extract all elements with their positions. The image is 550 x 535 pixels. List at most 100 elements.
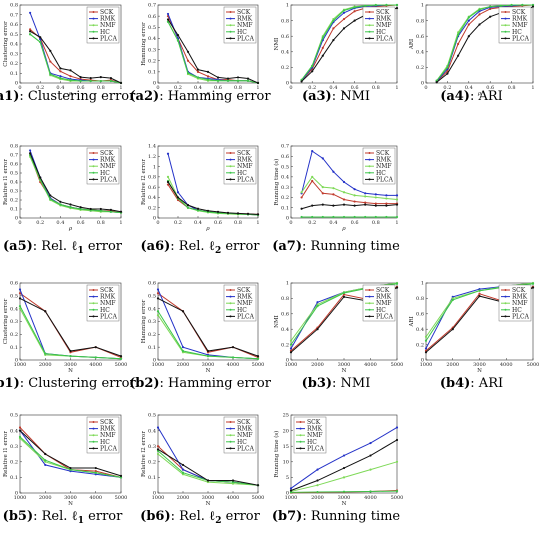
y-tick-label: 0.6 (281, 34, 289, 40)
data-point-plca (181, 310, 185, 313)
legend-marker-hc (229, 30, 232, 33)
legend-label-rmk: RMK (100, 426, 116, 433)
data-point-nmf (353, 194, 356, 197)
legend-marker-sck (229, 289, 232, 291)
data-point-plca (395, 438, 399, 442)
x-tick-label: 4000 (227, 362, 240, 368)
data-point-hc (246, 79, 250, 82)
legend-label-sck: SCK (512, 287, 526, 294)
y-tick-label: 0.5 (10, 413, 18, 419)
legend-label-nmf: NMF (376, 300, 392, 307)
data-point-sck (186, 59, 190, 62)
chart-panel-b4: 1000 2000 3000 4000 5000 0 0.2 0.4 0.6 0.8 1 N ARI SC… (409, 281, 539, 391)
data-point-nmf (385, 197, 388, 200)
legend-label-rmk: RMK (376, 294, 392, 301)
legend-marker-nmf (229, 24, 232, 27)
data-point-plca (311, 204, 314, 207)
legend-marker-hc (229, 171, 232, 174)
data-point-nmf (289, 339, 293, 342)
data-point-plca (457, 54, 460, 57)
x-tick-label: 1 (256, 220, 259, 226)
legend-label-nmf: NMF (512, 22, 528, 29)
data-point-hc (489, 5, 492, 8)
data-point-plca (246, 212, 250, 215)
panel-caption-id: (a1) (0, 89, 19, 104)
data-point-sck (332, 193, 335, 196)
legend-marker-sck (368, 152, 371, 154)
x-tick-label: 3000 (202, 495, 215, 501)
legend-marker-plca (229, 178, 232, 181)
y-tick-label: 0 (421, 358, 424, 364)
legend-marker-hc (92, 171, 95, 174)
x-tick-label: 0.8 (234, 85, 242, 91)
data-point-plca (342, 295, 346, 298)
data-point-sck (196, 70, 200, 73)
data-point-hc (156, 449, 160, 452)
x-axis-label: N (342, 501, 347, 507)
y-tick-label: 0.7 (10, 153, 18, 159)
legend-label-rmk: RMK (512, 16, 528, 23)
chart-panel-a7: 0 0.2 0.4 0.6 0.8 1 0 0.1 0.2 0.3 0.4 0.5 0.6 0.7 ρ Run… (272, 144, 400, 254)
legend-marker-sck (229, 11, 232, 13)
data-point-sck (489, 7, 492, 10)
data-point-sck (49, 60, 52, 63)
x-tick-label: 2000 (311, 362, 324, 368)
legend-label-plca: PLCA (512, 313, 530, 320)
data-point-plca (186, 50, 190, 53)
legend-label-nmf: NMF (100, 300, 116, 307)
legend-label-rmk: RMK (307, 426, 323, 433)
y-tick-label: 0.1 (148, 475, 156, 481)
y-axis-label: Relative l1 error (3, 159, 9, 205)
y-tick-label: 0 (15, 216, 18, 222)
legend-marker-sck (92, 11, 95, 13)
y-axis-label: Clustering error (3, 21, 9, 67)
y-axis-label: Running time (s) (273, 159, 280, 206)
legend-marker-plca (92, 178, 95, 181)
data-point-rmk (289, 347, 293, 350)
y-tick-label: 0.8 (10, 144, 18, 150)
x-tick-label: 4000 (364, 362, 377, 368)
data-point-sck (156, 292, 160, 295)
y-axis-label: ARI (409, 39, 415, 50)
data-point-hc (236, 79, 240, 82)
data-point-hc (44, 352, 47, 355)
data-point-plca (69, 69, 72, 72)
data-point-hc (332, 19, 335, 22)
x-tick-label: 1 (531, 85, 534, 91)
panel-caption: (a4): ARI (440, 89, 503, 104)
series-line-sck (436, 4, 534, 82)
data-point-hc (289, 343, 293, 346)
data-point-plca (49, 194, 52, 197)
y-axis-label: Running time (s) (273, 431, 280, 478)
data-point-hc (216, 79, 220, 82)
x-axis-label: N (68, 368, 73, 374)
data-point-plca (478, 23, 481, 26)
legend-marker-nmf (368, 24, 371, 27)
data-point-plca (316, 328, 319, 331)
data-point-sck (364, 201, 367, 204)
y-tick-label: 0.6 (281, 154, 289, 160)
data-point-plca (29, 152, 32, 155)
data-point-plca (49, 49, 52, 52)
data-point-plca (332, 39, 335, 42)
data-point-hc (300, 215, 303, 219)
data-point-plca (311, 70, 314, 73)
data-point-plca (332, 204, 335, 207)
y-tick-label: 20 (283, 428, 289, 434)
data-point-rmk (316, 468, 319, 471)
data-point-rmk (353, 188, 356, 191)
data-point-rmk (467, 19, 470, 22)
x-tick-label: 4000 (500, 362, 513, 368)
legend-label-nmf: NMF (237, 22, 253, 29)
legend-label-nmf: NMF (100, 22, 116, 29)
y-tick-label: 0.8 (281, 18, 289, 24)
x-tick-label: 5000 (391, 495, 404, 501)
y-tick-label: 0.1 (148, 70, 156, 76)
data-point-hc (49, 198, 52, 201)
data-point-rmk (166, 152, 170, 155)
legend-label-hc: HC (237, 170, 247, 177)
data-point-hc (531, 282, 535, 285)
y-tick-label: 1 (421, 281, 424, 287)
panel-caption-text: : ARI (470, 376, 503, 391)
